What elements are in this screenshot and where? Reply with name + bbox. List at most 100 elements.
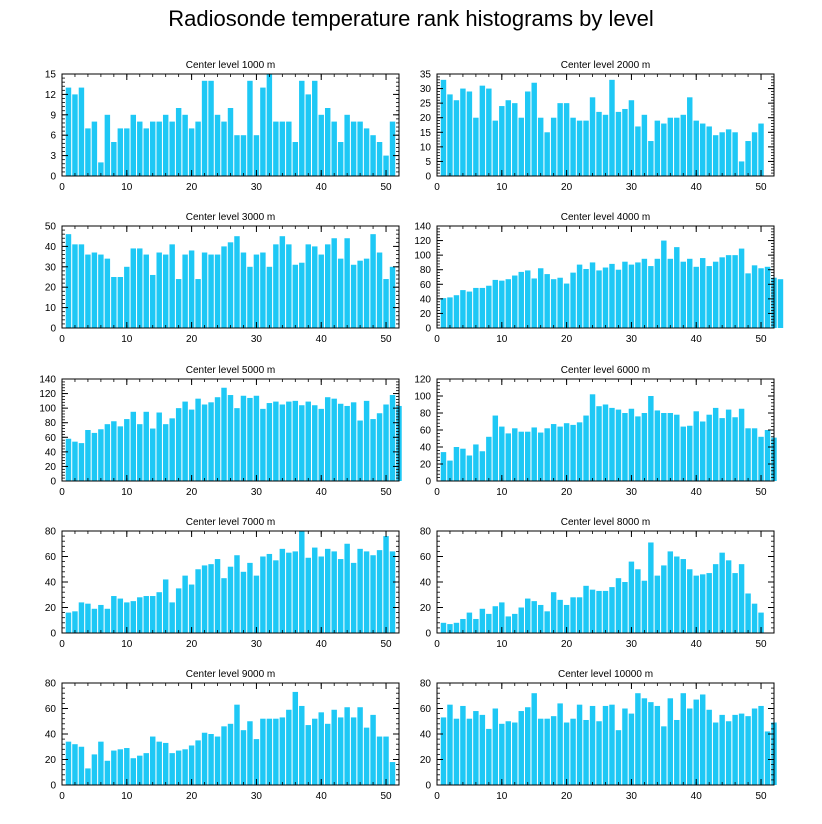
histogram-bar [143, 753, 149, 786]
histogram-bar [253, 254, 260, 328]
histogram-bar [350, 717, 357, 785]
histogram-bar [537, 117, 544, 176]
histogram-bar [745, 428, 751, 481]
histogram-bar [247, 80, 253, 176]
y-tick-label: 40 [420, 578, 432, 589]
histogram-bar [98, 604, 104, 633]
histogram-bar [453, 447, 460, 481]
histogram-bar [150, 428, 156, 481]
histogram-bar [137, 121, 143, 176]
histogram-bar [602, 590, 609, 633]
histogram-bar [221, 121, 227, 176]
histogram-bar [240, 252, 247, 328]
histogram-bar [706, 414, 712, 481]
histogram-bar [357, 548, 363, 633]
histogram-bar [234, 236, 240, 328]
histogram-bar [286, 552, 292, 633]
histogram-bar [370, 714, 376, 786]
histogram-bar [447, 94, 453, 176]
histogram-bar [589, 394, 596, 481]
histogram-bar [363, 551, 370, 633]
panel-title: Center level 7000 m [186, 517, 276, 528]
x-tick-label: 40 [691, 334, 703, 345]
histogram-bar [505, 721, 512, 785]
histogram-bar [383, 536, 389, 633]
histogram-bar [693, 266, 699, 328]
x-tick-label: 10 [121, 639, 133, 650]
histogram-bar [156, 592, 162, 633]
histogram-bar [492, 279, 499, 328]
x-tick-label: 10 [496, 487, 508, 498]
histogram-bar [622, 413, 628, 481]
histogram-bar [188, 745, 195, 785]
histogram-bar [221, 387, 227, 481]
y-tick-label: 0 [50, 781, 56, 792]
histogram-bar [376, 550, 383, 634]
histogram-bar [266, 718, 273, 785]
histogram-bar [286, 401, 292, 481]
x-tick-label: 50 [755, 791, 767, 802]
histogram-bar [505, 279, 512, 328]
histogram-bar [518, 117, 524, 176]
x-tick-label: 10 [496, 182, 508, 193]
histogram-bar [699, 123, 706, 176]
x-tick-label: 30 [626, 334, 638, 345]
y-tick-label: 35 [420, 70, 432, 81]
histogram-bar [137, 755, 143, 785]
histogram-bar [531, 82, 537, 176]
histogram-bar [117, 128, 124, 176]
histogram-bar [247, 721, 253, 785]
histogram-bar [622, 708, 628, 785]
histogram-bar [279, 717, 286, 785]
histogram-bar [596, 406, 602, 481]
x-tick-label: 50 [380, 639, 392, 650]
y-tick-label: 20 [420, 309, 432, 320]
histogram-bar [674, 719, 680, 785]
y-tick-label: 60 [420, 426, 432, 437]
histogram-bar [512, 722, 518, 785]
x-tick-label: 0 [434, 182, 440, 193]
histogram-bar [440, 452, 447, 481]
histogram-bar [544, 428, 550, 481]
histogram-bar [273, 718, 279, 785]
y-tick-label: 0 [50, 629, 56, 640]
histogram-bar [628, 408, 635, 481]
histogram-bar [363, 727, 370, 786]
histogram-bar [609, 704, 615, 785]
histogram-bar [473, 117, 479, 176]
histogram-bar [279, 404, 286, 481]
histogram-bar [680, 114, 686, 176]
histogram-bar [208, 254, 214, 328]
histogram-bar [745, 273, 751, 328]
histogram-bar [279, 121, 286, 176]
histogram-bar [169, 753, 175, 786]
histogram-bar [648, 141, 654, 176]
y-tick-label: 120 [39, 389, 56, 400]
histogram-bar [622, 582, 628, 633]
histogram-bar [175, 108, 182, 176]
chart-panel: Center level 6000 m 0 10 20 30 40 50 0 20 40 60 80 1… [414, 365, 777, 498]
histogram-bar [602, 705, 609, 785]
y-tick-label: 0 [425, 781, 431, 792]
histogram-bar [350, 562, 357, 634]
histogram-bar [292, 551, 299, 633]
histogram-bar [667, 698, 674, 785]
histogram-bar [117, 277, 124, 328]
histogram-bar [687, 258, 693, 328]
histogram-bar [383, 736, 389, 785]
histogram-bar [72, 94, 78, 176]
histogram-bar [182, 401, 188, 481]
histogram-bar [208, 402, 214, 481]
y-tick-label: 40 [45, 242, 57, 253]
x-tick-label: 0 [434, 487, 440, 498]
y-tick-label: 80 [420, 527, 432, 538]
histogram-bar [344, 238, 350, 328]
y-tick-label: 60 [45, 552, 57, 563]
histogram-bar [292, 264, 299, 328]
histogram-bar [279, 548, 286, 633]
x-tick-label: 20 [561, 182, 573, 193]
histogram-bar [706, 709, 712, 785]
histogram-bar [525, 91, 531, 176]
histogram-bar [98, 429, 104, 481]
chart-panel: Center level 4000 m 0 10 20 30 40 50 0 20 40 60 80 1… [414, 212, 784, 345]
